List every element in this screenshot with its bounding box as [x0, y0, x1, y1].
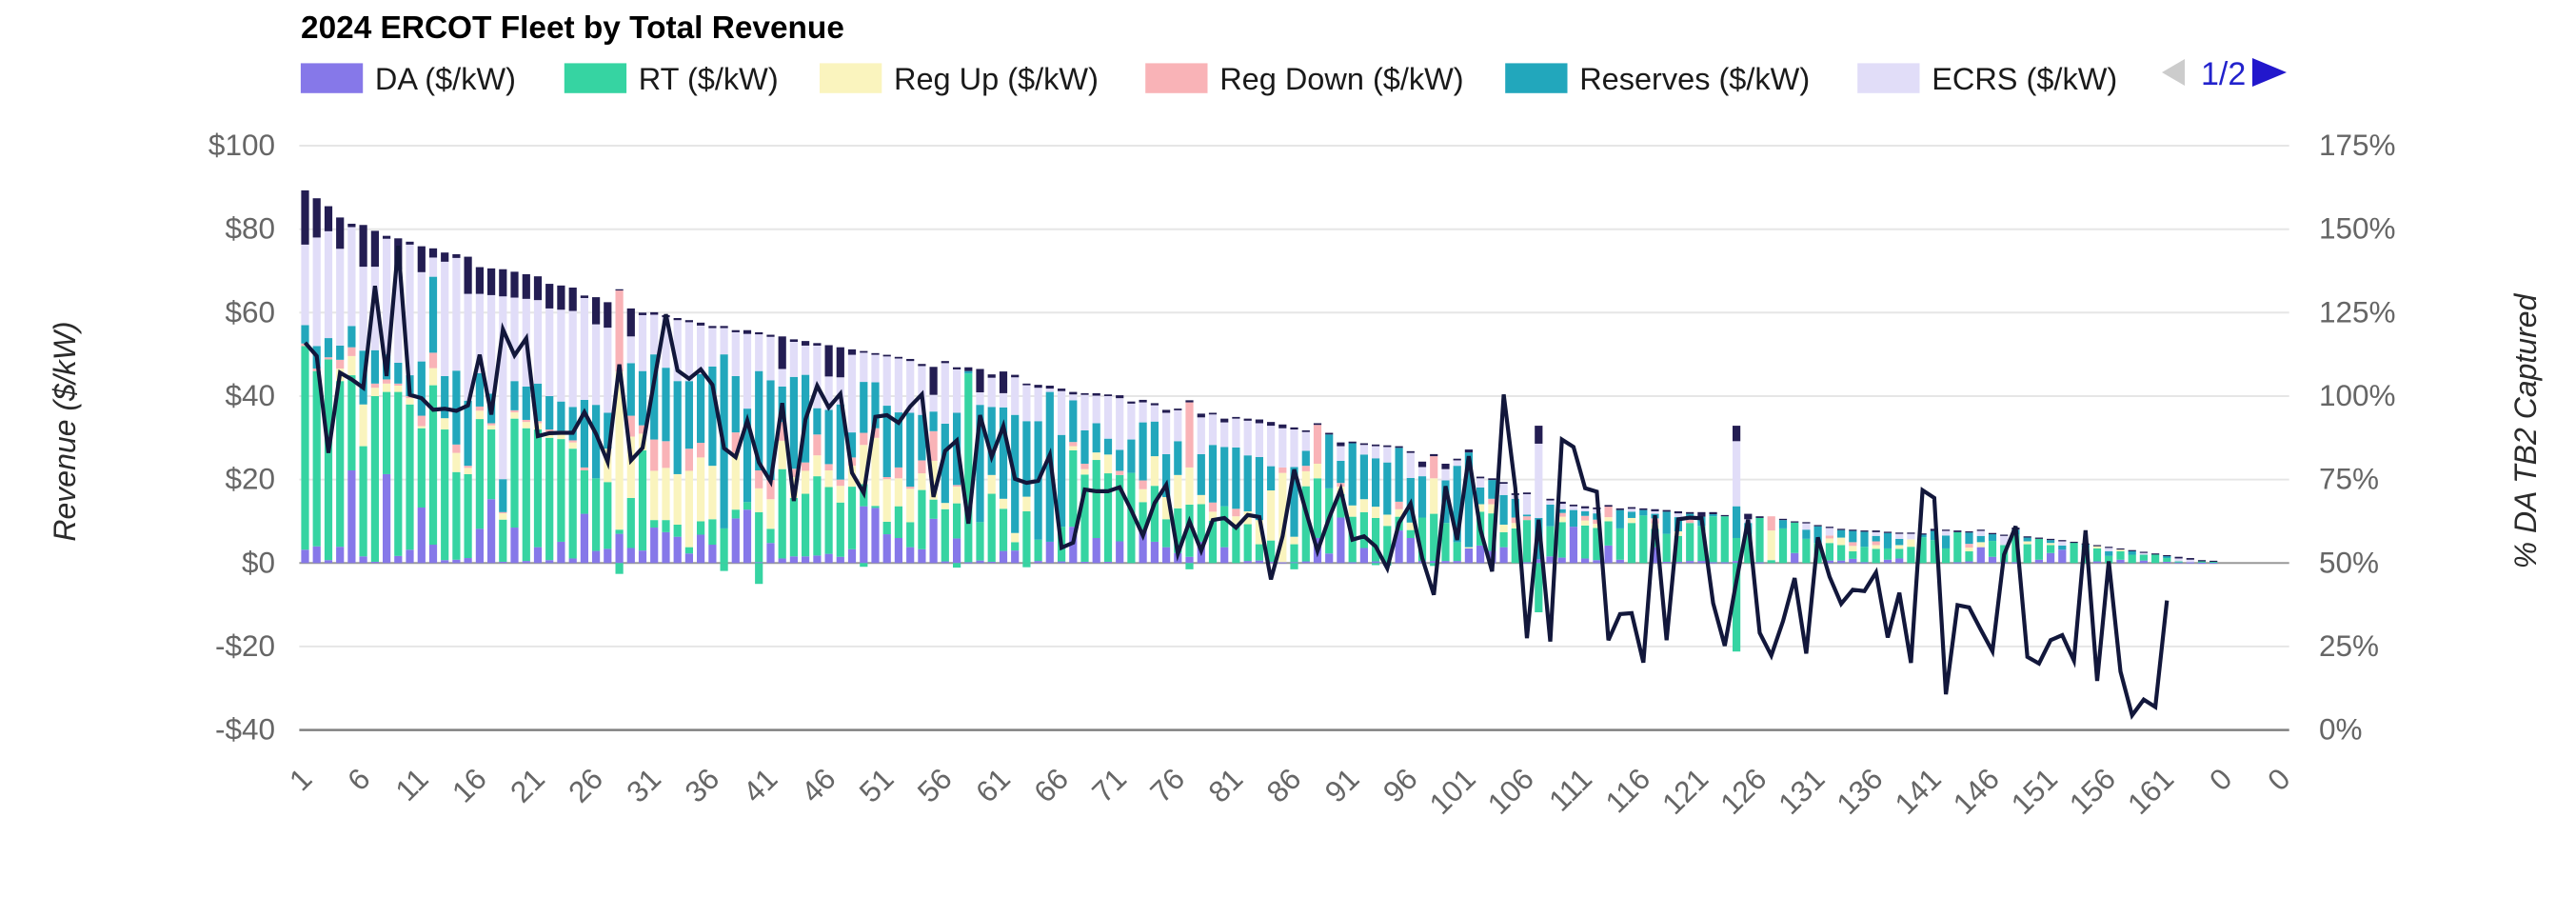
- svg-text:$100: $100: [208, 128, 275, 162]
- svg-text:$80: $80: [225, 211, 275, 246]
- svg-text:$20: $20: [225, 462, 275, 496]
- svg-text:DA ($/kW): DA ($/kW): [375, 62, 516, 96]
- svg-text:25%: 25%: [2319, 628, 2379, 663]
- svg-text:$40: $40: [225, 378, 275, 412]
- svg-text:ECRS ($/kW): ECRS ($/kW): [1932, 62, 2117, 96]
- svg-text:150%: 150%: [2319, 211, 2396, 246]
- svg-text:2024 ERCOT Fleet by Total Reve: 2024 ERCOT Fleet by Total Revenue: [301, 10, 844, 46]
- svg-text:RT ($/kW): RT ($/kW): [639, 62, 779, 96]
- svg-text:1/2: 1/2: [2201, 56, 2246, 92]
- svg-text:$0: $0: [242, 545, 275, 579]
- svg-text:$60: $60: [225, 294, 275, 329]
- svg-text:50%: 50%: [2319, 545, 2379, 579]
- svg-text:0%: 0%: [2319, 712, 2363, 747]
- svg-text:-$40: -$40: [215, 712, 275, 747]
- svg-text:% DA TB2 Captured: % DA TB2 Captured: [2508, 292, 2543, 568]
- svg-text:Reg Down ($/kW): Reg Down ($/kW): [1219, 62, 1463, 96]
- svg-text:175%: 175%: [2319, 128, 2396, 162]
- svg-text:Revenue ($/kW): Revenue ($/kW): [48, 321, 82, 541]
- svg-text:100%: 100%: [2319, 378, 2396, 412]
- svg-text:125%: 125%: [2319, 294, 2396, 329]
- svg-text:Reserves ($/kW): Reserves ($/kW): [1579, 62, 1810, 96]
- svg-text:75%: 75%: [2319, 462, 2379, 496]
- svg-text:-$20: -$20: [215, 628, 275, 663]
- svg-text:Reg Up ($/kW): Reg Up ($/kW): [894, 62, 1099, 96]
